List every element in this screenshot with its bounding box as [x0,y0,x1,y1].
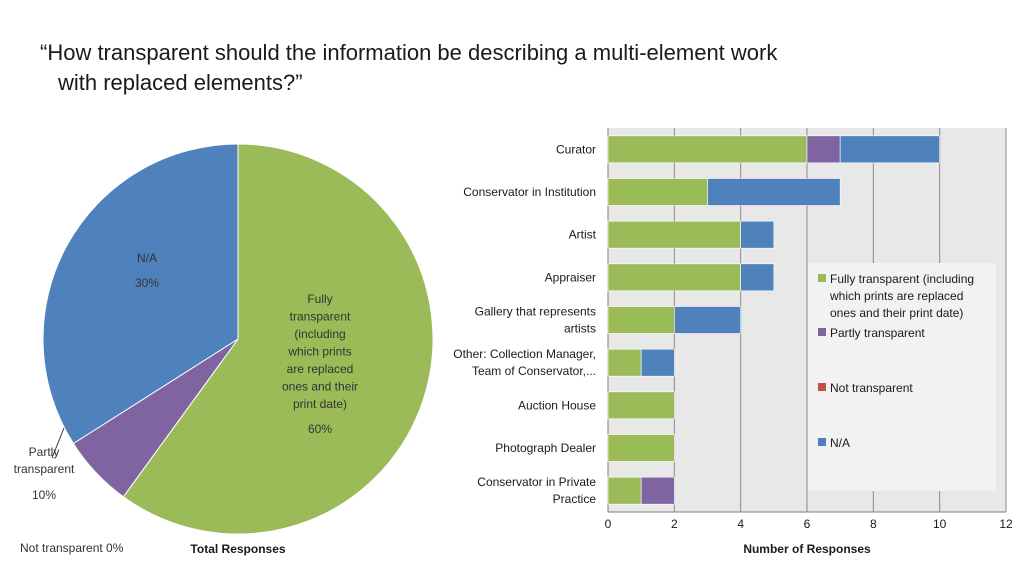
x-tick-label: 2 [671,517,678,531]
pie-label-partly: Partly transparent [14,445,75,476]
bar-segment-na [740,263,775,292]
x-tick-label: 4 [737,517,744,531]
legend-swatch-partly [818,328,826,336]
bar-segment-partly [640,476,675,505]
legend: Fully transparent (including which prints… [808,263,996,491]
x-tick-label: 12 [999,517,1013,531]
title-line-2: with replaced elements?” [58,70,303,95]
legend-swatch-not [818,383,826,391]
category-label: Other: Collection Manager, Team of Conser… [453,347,596,378]
category-label: Appraiser [545,270,596,284]
pie-caption: Total Responses [190,542,285,556]
bar-segment-fully [607,178,708,206]
bar-segment-fully [607,220,741,249]
category-label: Conservator in Private Practice [477,475,596,506]
legend-swatch-na [818,438,826,446]
bar-segment-fully [607,391,675,420]
bar-segment-fully [607,348,642,377]
legend-label-not: Not transparent [830,381,913,395]
legend-box [808,263,996,491]
legend-label-na: N/A [830,436,850,450]
pie-percent-fully: 60% [308,422,332,436]
category-label: Conservator in Institution [463,185,596,199]
pie-label-fully: Fully transparent (including which prints ar… [282,292,358,411]
pie-percent-na: 30% [135,276,159,290]
bar-segment-fully [607,476,642,505]
category-label: Auction House [518,398,596,412]
bar-segment-na [640,348,675,377]
pie-label-na: N/A [137,251,157,265]
pie-percent-partly: 10% [32,488,56,502]
legend-label-fully: Fully transparent (including which prints… [829,272,974,320]
x-tick-label: 6 [804,517,811,531]
bar-segment-na [740,220,775,249]
category-label: Curator [556,142,596,156]
bar-segment-fully [607,263,741,292]
bar-segment-na [674,306,741,334]
legend-swatch-fully [818,274,826,282]
x-tick-label: 0 [605,517,612,531]
title-line-1: “How transparent should the information … [40,40,778,65]
slide-title: “How transparent should the information … [40,38,920,98]
pie-slice-fully [122,143,434,535]
category-label: Photograph Dealer [495,441,596,455]
bar-segment-na [839,135,940,164]
bar-segment-na [707,178,841,206]
bar-segment-fully [607,434,675,462]
category-label: Artist [569,228,597,242]
legend-label-partly: Partly transparent [830,326,925,340]
pie-label-not-transparent: Not transparent 0% [20,541,124,555]
x-axis-title: Number of Responses [743,542,871,556]
pie-slice-na [42,143,239,445]
category-label: Gallery that represents artists [475,305,596,336]
bar-segment-fully [607,306,675,334]
bar-segment-fully [607,135,808,164]
pie-leader-line [51,427,65,459]
x-tick-label: 10 [933,517,947,531]
x-tick-label: 8 [870,517,877,531]
bar-segment-partly [806,135,841,164]
